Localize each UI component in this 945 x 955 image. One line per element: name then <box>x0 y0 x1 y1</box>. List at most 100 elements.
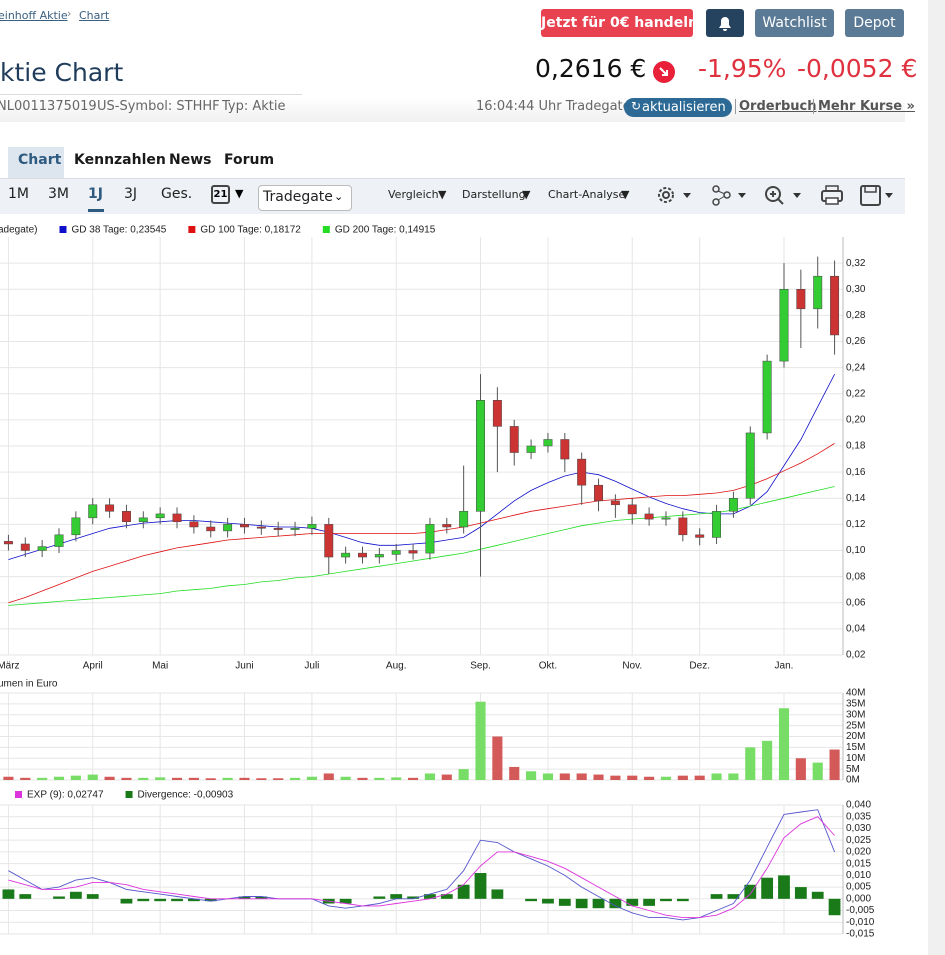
candle-body <box>728 498 738 512</box>
active-tab-bg <box>8 147 64 178</box>
range-button[interactable]: 3M <box>48 186 69 202</box>
divergence-bar <box>744 884 757 899</box>
volume-bar <box>357 777 368 780</box>
candle-body <box>459 511 469 528</box>
candle-body <box>577 458 587 486</box>
isin: NL0011375019 <box>0 99 97 114</box>
breadcrumb-link[interactable]: Chart <box>79 9 110 22</box>
legend-swatch <box>15 791 22 798</box>
volume-bar <box>155 777 166 780</box>
divergence-bar <box>727 894 740 899</box>
candle-body <box>712 511 722 538</box>
calendar-button[interactable]: 21 <box>211 185 230 204</box>
watchlist-button[interactable]: Watchlist <box>755 9 834 37</box>
x-tick-label: Aug. <box>386 661 407 672</box>
breadcrumb-link[interactable]: einhoff Aktie <box>0 9 68 22</box>
divergence-bar <box>373 896 386 899</box>
tab[interactable]: Kennzahlen <box>74 152 166 168</box>
candle-body <box>509 426 519 453</box>
divergence-bar <box>811 891 824 899</box>
y-tick-label: 40M <box>846 688 865 699</box>
x-tick-label: Sep. <box>470 661 491 672</box>
more-quotes-link[interactable]: Mehr Kurse » <box>813 99 915 114</box>
volume-bar <box>492 736 503 780</box>
depot-button[interactable]: Depot <box>845 9 904 37</box>
volume-bar <box>542 773 554 780</box>
candle-body <box>358 552 367 558</box>
us-symbol: US-Symbol: STHHF <box>97 99 220 114</box>
divergence-bar <box>778 875 790 899</box>
volume-bar <box>256 778 267 780</box>
divergence-bar <box>525 898 537 902</box>
candle-body <box>779 289 789 362</box>
y-tick-label: 0,025 <box>846 835 871 846</box>
menu[interactable]: Darstellung <box>462 188 526 201</box>
range-button[interactable]: 3J <box>124 186 138 202</box>
volume-bar <box>677 775 688 780</box>
volume-bar <box>593 774 604 780</box>
volume-bar <box>711 773 722 780</box>
divergence-bar <box>339 898 352 904</box>
candle-body <box>256 526 266 529</box>
volume-bar <box>829 749 840 780</box>
volume-bar <box>37 777 48 780</box>
candle-body <box>206 526 216 532</box>
tab[interactable]: News <box>169 152 212 168</box>
candle-body <box>476 400 485 512</box>
alert-button[interactable] <box>706 9 744 37</box>
candle-body <box>526 445 536 453</box>
range-button[interactable]: 1J <box>88 186 103 202</box>
range-button[interactable]: Ges. <box>161 186 193 202</box>
y-tick-label: 0,08 <box>846 571 866 582</box>
menu[interactable]: Vergleich <box>388 188 439 201</box>
volume-bar <box>138 777 149 780</box>
volume-bar <box>559 773 570 780</box>
refresh-button[interactable]: aktualisieren <box>624 98 732 117</box>
menu[interactable]: Chart-Analyse <box>548 188 626 201</box>
exchange-select[interactable] <box>258 185 352 211</box>
candle-body <box>442 524 452 528</box>
trade-button[interactable]: Jetzt für 0€ handeln <box>541 9 698 37</box>
change-absolute: -0,0052 € <box>797 54 918 83</box>
candle-body <box>543 439 553 447</box>
caret: ▼ <box>522 188 531 201</box>
y-tick-label: 0,18 <box>846 441 866 452</box>
range-button[interactable]: 1M <box>8 186 29 202</box>
tab[interactable]: Forum <box>224 152 275 168</box>
legend-label: GD 38 Tage: 0,23545 <box>71 225 166 236</box>
x-tick-label: Okt. <box>539 661 557 672</box>
volume-bar <box>222 777 233 780</box>
refresh-icon: ↻ <box>631 99 642 113</box>
page-title: ktie Chart <box>0 58 124 87</box>
volume-bar <box>509 766 520 780</box>
volume-bar <box>188 777 199 780</box>
volume-bar <box>87 774 98 780</box>
scrollbar <box>928 0 945 955</box>
candle-body <box>813 275 823 310</box>
y-tick-label: 15M <box>846 742 865 753</box>
change-percent: -1,95% <box>698 54 787 83</box>
candle-body <box>796 289 806 310</box>
toolbar-icons[interactable] <box>652 183 902 209</box>
volume-bar <box>424 773 435 780</box>
divergence-bar <box>171 898 183 902</box>
macd-line <box>8 816 835 919</box>
candle-body <box>762 360 772 434</box>
divergence-bar <box>424 894 436 899</box>
candle-body <box>391 550 401 555</box>
orderbook-link[interactable]: Orderbuch <box>735 99 817 114</box>
candle-body <box>830 275 840 336</box>
divergence-bar <box>238 896 251 899</box>
volume-bar <box>526 771 537 780</box>
candle-body <box>54 534 64 547</box>
y-tick-label: 0,28 <box>846 310 866 321</box>
y-tick-label: 25M <box>846 720 865 731</box>
volume-bar <box>171 777 183 780</box>
divergence-bar <box>761 877 774 899</box>
y-tick-label: 0,015 <box>846 858 871 869</box>
y-tick-label: -0,015 <box>846 929 875 940</box>
legend-label: GD 200 Tage: 0,14915 <box>335 225 436 236</box>
tab[interactable]: Chart <box>18 152 62 168</box>
y-tick-label: -0,005 <box>846 905 875 916</box>
volume-bar <box>728 773 739 780</box>
